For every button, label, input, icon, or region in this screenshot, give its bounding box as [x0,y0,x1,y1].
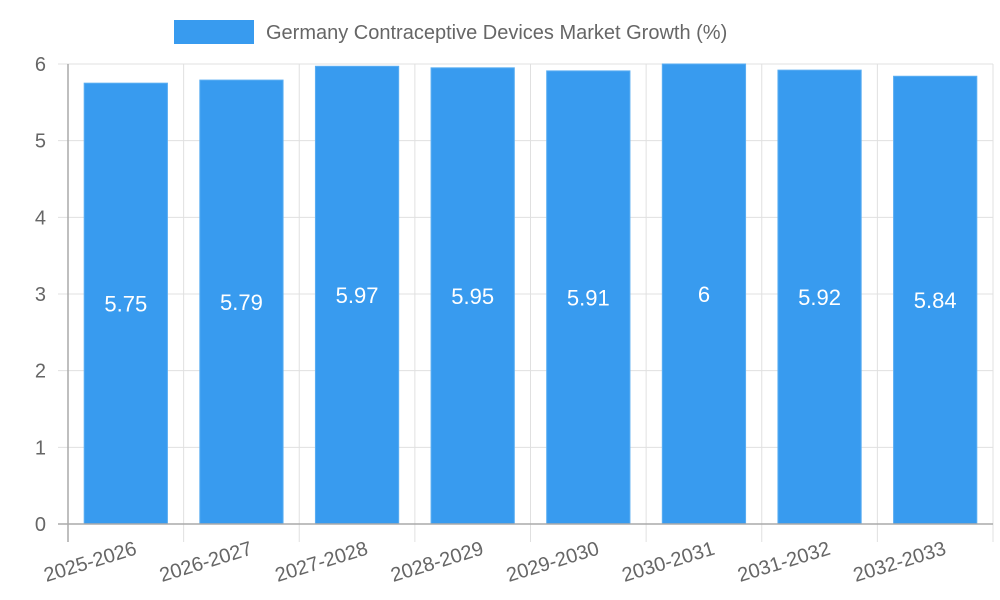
data-label: 5.97 [336,283,379,308]
x-tick-label: 2027-2028 [273,538,371,587]
y-axis-tick-labels: 0 1 2 3 4 5 6 [35,54,46,536]
y-tick-label: 6 [35,54,46,76]
bar [199,79,284,525]
bar [893,75,978,525]
bars [83,63,978,525]
y-tick-label: 1 [35,437,46,459]
y-tick-label: 0 [35,514,46,536]
bar [314,65,400,525]
legend-swatch [174,20,254,44]
legend[interactable]: Germany Contraceptive Devices Market Gro… [174,20,727,44]
y-tick-label: 5 [35,131,46,153]
x-tick-label: 2028-2029 [388,538,486,587]
y-tick-label: 2 [35,361,46,383]
x-tick-label: 2031-2032 [735,538,833,587]
x-tick-label: 2030-2031 [619,538,717,587]
bar [430,67,515,525]
x-tick-label: 2025-2026 [41,538,139,587]
legend-label: Germany Contraceptive Devices Market Gro… [266,22,727,44]
data-label: 5.92 [798,285,841,310]
x-tick-label: 2032-2033 [851,538,949,587]
bar [83,82,168,525]
data-label: 5.79 [220,290,263,315]
data-label: 6 [698,282,710,307]
data-label: 5.91 [567,285,610,310]
bar [546,70,631,525]
x-axis-tick-labels: 2025-2026 2026-2027 2027-2028 2028-2029 2029… [41,538,948,587]
data-labels: 5.75 5.79 5.97 5.95 5.91 6 5.92 5.84 [104,282,956,317]
data-label: 5.75 [104,292,147,317]
data-label: 5.95 [451,284,494,309]
x-tick-label: 2029-2030 [504,538,602,587]
bar [777,69,862,525]
y-tick-label: 3 [35,284,46,306]
data-label: 5.84 [914,288,957,313]
y-tick-label: 4 [35,207,46,229]
bar [661,63,747,525]
axes [58,64,993,542]
x-tick-label: 2026-2027 [157,538,255,587]
